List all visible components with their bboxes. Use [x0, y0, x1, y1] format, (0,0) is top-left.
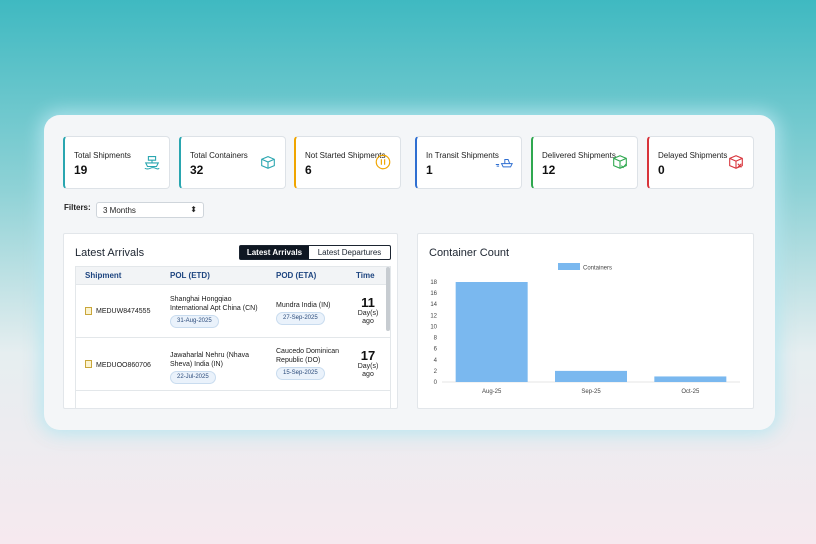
period-select[interactable]: 3 Months ⬍: [96, 202, 204, 218]
pod-name: Mundra India (IN): [276, 302, 331, 309]
shipment-id[interactable]: MEDUW8474555: [96, 308, 151, 315]
card-value: 19: [74, 163, 88, 177]
pod-cell: Mundra India (IN) 27-Sep-2025: [276, 301, 348, 325]
pol-cell: Jawaharlal Nehru (Nhava Sheva) India (IN…: [170, 351, 262, 384]
ship-icon: [144, 156, 160, 170]
bar: [455, 282, 528, 382]
table-row[interactable]: MEDUOO860706 Jawaharlal Nehru (Nhava She…: [76, 339, 390, 391]
card-label: Total Shipments: [74, 151, 131, 160]
tab-latest-departures[interactable]: Latest Departures: [317, 248, 382, 257]
x-tick-label: Aug-25: [482, 389, 502, 395]
y-tick-label: 2: [434, 369, 438, 375]
document-icon: [85, 307, 92, 315]
container-count-chart: Containers 0 2 4 6 8 10 12 14 16 18 Aug-25 Sep-25 Oct…: [430, 263, 740, 395]
card-value: 6: [305, 163, 312, 177]
chevron-updown-icon: ⬍: [190, 205, 197, 214]
arrivals-title: Latest Arrivals: [75, 247, 145, 259]
x-tick-label: Sep-25: [581, 389, 601, 395]
pol-name: Shanghai Hongqiao International Apt Chin…: [170, 296, 258, 312]
card-in-transit-shipments[interactable]: In Transit Shipments 1: [415, 136, 522, 189]
transit-ship-icon: [495, 159, 513, 168]
column-header-time[interactable]: Time: [356, 271, 375, 280]
time-cell: 17 Day(s) ago: [355, 349, 381, 379]
pod-cell: Caucedo Dominican Republic (DO) 15-Sep-2…: [276, 347, 342, 380]
card-label: In Transit Shipments: [426, 151, 499, 160]
days-count: 17: [360, 348, 376, 363]
card-label: Delivered Shipments: [542, 151, 616, 160]
card-label: Delayed Shipments: [658, 151, 728, 160]
days-count: 11: [361, 295, 375, 310]
shipment-id[interactable]: MEDUOO860706: [96, 362, 151, 369]
arrivals-toggle: Latest Arrivals Latest Departures: [239, 245, 391, 260]
pod-date-badge: 27-Sep-2025: [276, 312, 325, 325]
card-total-containers[interactable]: Total Containers 32: [179, 136, 286, 189]
card-value: 0: [658, 163, 665, 177]
legend-label: Containers: [583, 266, 612, 272]
days-unit: Day(s) ago: [357, 363, 379, 378]
pol-cell: Shanghai Hongqiao International Apt Chin…: [170, 295, 270, 328]
y-tick-label: 10: [430, 324, 437, 330]
column-header-pod[interactable]: POD (ETA): [276, 271, 317, 280]
arrivals-table: Shipment POL (ETD) POD (ETA) Time MEDUW8…: [75, 266, 391, 408]
bar: [555, 370, 627, 382]
y-tick-label: 4: [434, 358, 438, 364]
card-label: Not Started Shipments: [305, 151, 386, 160]
table-scrollbar[interactable]: [386, 267, 390, 331]
card-not-started-shipments[interactable]: Not Started Shipments 6: [294, 136, 401, 189]
pod-date-badge: 15-Sep-2025: [276, 367, 325, 380]
tab-latest-arrivals[interactable]: Latest Arrivals: [240, 246, 309, 259]
y-tick-label: 0: [434, 380, 438, 386]
card-label: Total Containers: [190, 151, 248, 160]
period-select-value: 3 Months: [103, 206, 136, 215]
delayed-box-icon: [729, 155, 743, 169]
time-cell: 11 Day(s) ago: [355, 296, 381, 326]
container-icon: [261, 156, 275, 169]
y-tick-label: 12: [430, 313, 437, 319]
column-header-pol[interactable]: POL (ETD): [170, 271, 210, 280]
y-tick-label: 16: [430, 291, 437, 297]
y-tick-label: 18: [430, 280, 437, 286]
chart-title: Container Count: [429, 247, 510, 259]
pol-name: Jawaharlal Nehru (Nhava Sheva) India (IN…: [170, 352, 249, 368]
document-icon: [85, 360, 92, 368]
y-tick-label: 14: [430, 302, 437, 308]
card-delivered-shipments[interactable]: Delivered Shipments 12: [531, 136, 638, 189]
pol-date-badge: 31-Aug-2025: [170, 315, 219, 328]
filters-label: Filters:: [64, 203, 91, 212]
column-header-shipment[interactable]: Shipment: [85, 271, 122, 280]
table-header: Shipment POL (ETD) POD (ETA) Time: [76, 267, 390, 285]
y-tick-label: 6: [434, 347, 438, 353]
pol-date-badge: 22-Jul-2025: [170, 371, 216, 384]
pod-name: Caucedo Dominican Republic (DO): [276, 348, 340, 364]
legend-swatch: [558, 263, 580, 270]
y-tick-label: 8: [434, 336, 438, 342]
table-row[interactable]: MEDUW8474555 Shanghai Hongqiao Internati…: [76, 286, 390, 338]
days-unit: Day(s) ago: [357, 310, 379, 325]
delivered-box-icon: [613, 155, 627, 169]
dashboard-panel: Total Shipments 19 Total Containers 32 N…: [44, 115, 775, 430]
pause-icon: [375, 154, 391, 170]
latest-arrivals-panel: Latest Arrivals Latest Arrivals Latest D…: [63, 233, 398, 409]
card-value: 12: [542, 163, 556, 177]
card-value: 1: [426, 163, 433, 177]
card-total-shipments[interactable]: Total Shipments 19: [63, 136, 170, 189]
x-tick-label: Oct-25: [681, 389, 700, 395]
card-delayed-shipments[interactable]: Delayed Shipments 0: [647, 136, 754, 189]
container-count-panel: Container Count Containers 0 2 4 6 8 10 12 14 16 1…: [417, 233, 754, 409]
bar: [654, 376, 727, 382]
card-value: 32: [190, 163, 204, 177]
